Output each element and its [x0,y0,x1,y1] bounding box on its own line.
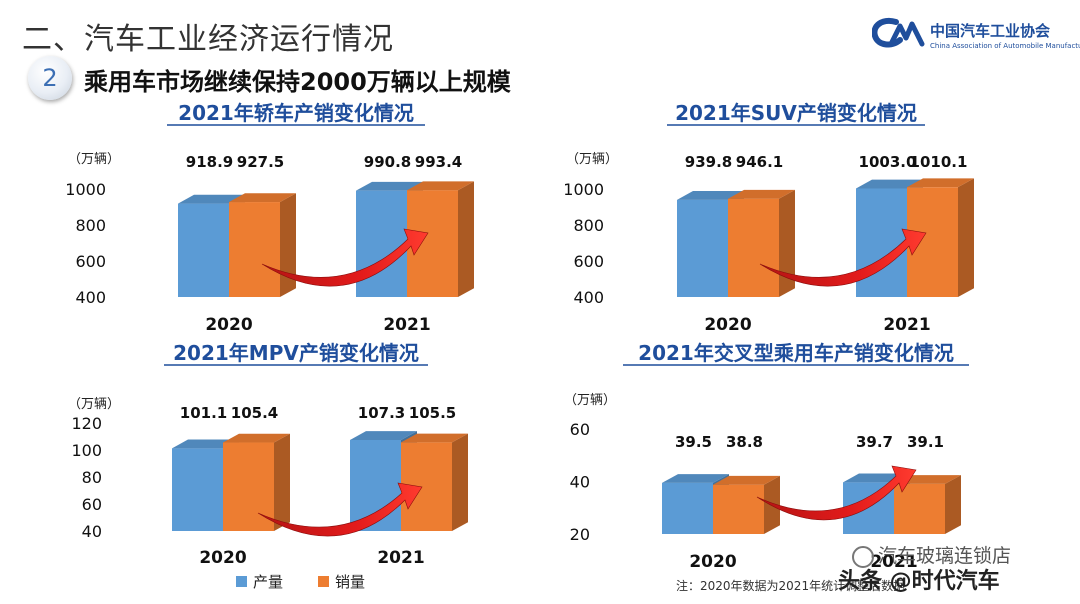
sedan-x-tick-2020: 2020 [205,315,252,335]
suv-y-tick-2: 800 [573,216,604,235]
mpv-growth-arrow [257,482,423,537]
suv-bar-2020-sales [728,189,795,297]
suv-y-tick-1: 600 [573,252,604,271]
mpv-value-label-2021-production: 107.3 [358,404,405,422]
crossover-x-tick-2021: 2021 [870,552,917,572]
sedan-chart: 2021年轿车产销变化情况 （万辆） 400 600 800 1000 918.9 927.5… [65,101,474,335]
sedan-y-tick-1: 600 [75,252,106,271]
legend-swatch-sales [318,576,329,587]
section-heading: 乘用车市场继续保持2000万辆以上规模 [84,68,511,96]
crossover-growth-arrow [756,465,917,521]
logo-name-en: China Association of Automobile Manufact… [930,42,1080,50]
crossover-y-unit-label: （万辆） [564,393,616,408]
suv-y-unit-label: （万辆） [566,152,618,167]
sedan-y-unit-label: （万辆） [68,152,120,167]
sedan-y-tick-0: 400 [75,288,106,307]
legend-label-production: 产量 [253,573,284,591]
mpv-value-label-2021-sales: 105.5 [409,404,456,422]
logo: 中国汽车工业协会 China Association of Automobile… [872,16,1080,56]
mpv-x-tick-2021: 2021 [377,548,424,568]
crossover-value-label-2021-sales: 39.1 [907,433,944,451]
crossover-chart: 2021年交叉型乘用车产销变化情况 （万辆） 20 40 60 39.5 38.8 2020 3… [564,341,969,572]
crossover-bar-2021-sales [894,475,961,534]
sedan-y-tick-2: 800 [75,216,106,235]
mpv-y-tick-0: 40 [82,522,102,541]
mpv-y-tick-2: 80 [82,468,102,487]
sedan-value-label-2020-production: 918.9 [186,153,233,171]
mpv-chart: 2021年MPV产销变化情况 （万辆） 40 60 80 100 120 101.1 105.4… [68,341,468,568]
suv-value-label-2021-sales: 1010.1 [910,153,968,171]
sedan-y-tick-3: 1000 [65,180,106,199]
mpv-y-unit-label: （万辆） [68,397,120,412]
mpv-y-tick-4: 120 [71,414,102,433]
suv-value-label-2021-production: 1003.0 [859,153,917,171]
crossover-bar-2020-sales [713,475,780,534]
suv-y-tick-3: 1000 [563,180,604,199]
watermark-text1: 汽车玻璃连锁店 [878,545,1012,567]
legend: 产量 销量 [236,571,436,593]
suv-x-tick-2021: 2021 [883,315,930,335]
sedan-x-tick-2021: 2021 [383,315,430,335]
sedan-growth-arrow [261,228,429,287]
crossover-y-tick-0: 20 [570,525,590,544]
mpv-y-tick-1: 60 [82,495,102,514]
caam-logo-icon [872,18,925,48]
footnote: 注：2020年数据为2021年统计调整后数据 [676,579,906,593]
crossover-chart-title: 2021年交叉型乘用车产销变化情况 [638,341,954,365]
crossover-y-tick-2: 60 [570,420,590,439]
section-number-badge: 2 [28,56,72,100]
crossover-y-tick-1: 40 [570,473,590,492]
crossover-value-label-2021-production: 39.7 [856,433,893,451]
mpv-bar-2020-sales [223,433,290,531]
mpv-y-tick-3: 100 [71,441,102,460]
wechat-icon [852,545,874,568]
sedan-bar-2020-sales [229,193,296,297]
sedan-chart-title: 2021年轿车产销变化情况 [178,101,414,125]
mpv-value-label-2020-sales: 105.4 [231,404,278,422]
watermark-line1: 汽车玻璃连锁店 [852,541,1011,568]
legend-label-sales: 销量 [335,573,366,591]
legend-swatch-production [236,576,247,587]
slide-title: 二、汽车工业经济运行情况 [22,22,394,57]
suv-x-tick-2020: 2020 [704,315,751,335]
suv-chart: 2021年SUV产销变化情况 （万辆） 400 600 800 1000 939.8 946.… [563,101,974,335]
suv-value-label-2020-production: 939.8 [685,153,732,171]
suv-value-label-2020-sales: 946.1 [736,153,783,171]
logo-name-cn: 中国汽车工业协会 [930,22,1051,40]
mpv-chart-title: 2021年MPV产销变化情况 [173,341,419,365]
section-number: 2 [42,64,58,92]
legend-item-sales: 销量 [318,571,365,592]
mpv-x-tick-2020: 2020 [199,548,246,568]
suv-growth-arrow [759,228,927,287]
mpv-value-label-2020-production: 101.1 [180,404,227,422]
sedan-value-label-2020-sales: 927.5 [237,153,284,171]
sedan-value-label-2021-production: 990.8 [364,153,411,171]
legend-item-production: 产量 [236,571,283,592]
suv-y-tick-0: 400 [573,288,604,307]
watermark-line2: 头条 @时代汽车 [838,569,1000,594]
crossover-value-label-2020-sales: 38.8 [726,433,763,451]
crossover-value-label-2020-production: 39.5 [675,433,712,451]
sedan-value-label-2021-sales: 993.4 [415,153,462,171]
mpv-bar-2021-sales [401,433,468,531]
suv-chart-title: 2021年SUV产销变化情况 [675,101,917,125]
crossover-x-tick-2020: 2020 [689,552,736,572]
